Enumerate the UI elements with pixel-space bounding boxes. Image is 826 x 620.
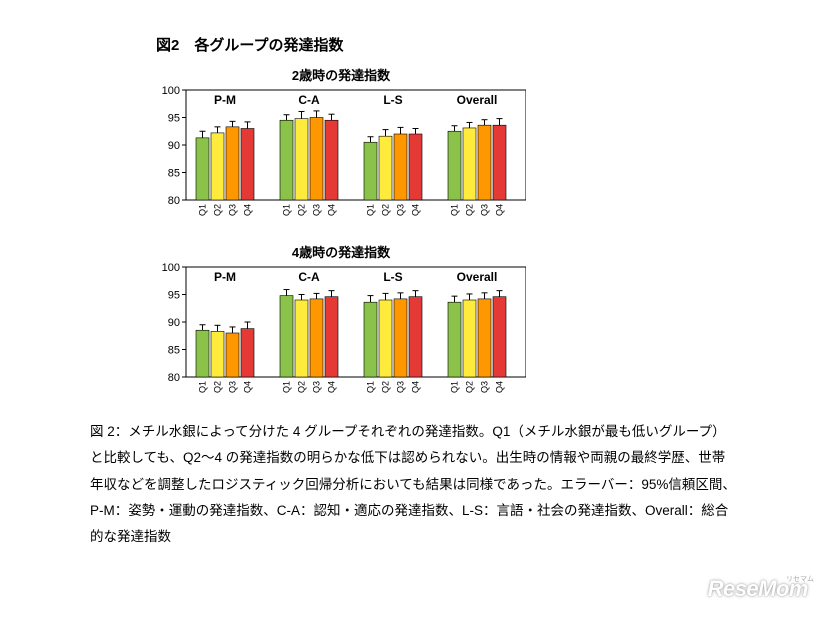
bar bbox=[241, 129, 254, 201]
bar-label: Q1 bbox=[282, 204, 292, 216]
chart-top: 2歳時の発達指数 80 85 90 95 100 P-M Q1 Q2 Q3 Q4 C-A Q1 Q2 Q3… bbox=[156, 65, 736, 226]
group-label: L-S bbox=[383, 270, 402, 284]
group-label: Overall bbox=[457, 93, 498, 107]
bar-label: Q1 bbox=[450, 381, 460, 393]
bar-label: Q3 bbox=[228, 381, 238, 393]
bar bbox=[364, 302, 377, 377]
bar-label: Q1 bbox=[282, 381, 292, 393]
bar bbox=[379, 300, 392, 377]
bar-label: Q4 bbox=[495, 204, 505, 216]
bar-label: Q3 bbox=[312, 204, 322, 216]
chart-top-subtitle: 2歳時の発達指数 bbox=[156, 65, 526, 84]
group-label: P-M bbox=[214, 270, 236, 284]
bar bbox=[325, 297, 338, 377]
bar bbox=[280, 120, 293, 200]
bar bbox=[409, 297, 422, 377]
bar-label: Q2 bbox=[465, 204, 475, 216]
y-tick-label: 80 bbox=[168, 372, 180, 384]
group-label: Overall bbox=[457, 270, 498, 284]
bar bbox=[211, 331, 224, 377]
y-tick-label: 95 bbox=[168, 113, 180, 125]
bar bbox=[493, 125, 506, 200]
figure-title: 図2 各グループの発達指数 bbox=[156, 34, 736, 55]
bar-label: Q4 bbox=[495, 381, 505, 393]
bar-label: Q4 bbox=[243, 381, 253, 393]
figure-caption: 図 2：メチル水銀によって分けた 4 グループそれぞれの発達指数。Q1（メチル水… bbox=[90, 419, 736, 551]
y-tick-label: 85 bbox=[168, 168, 180, 180]
group-label: L-S bbox=[383, 93, 402, 107]
chart-top-svg: 80 85 90 95 100 P-M Q1 Q2 Q3 Q4 C-A Q1 Q2 Q3 Q4 L-S Q1 Q2… bbox=[156, 86, 526, 226]
y-tick-label: 100 bbox=[162, 263, 180, 274]
chart-bottom-subtitle: 4歳時の発達指数 bbox=[156, 242, 526, 261]
bar bbox=[325, 120, 338, 200]
group-label: P-M bbox=[214, 93, 236, 107]
y-tick-label: 90 bbox=[168, 317, 180, 329]
y-tick-label: 80 bbox=[168, 195, 180, 207]
y-tick-label: 100 bbox=[162, 86, 180, 97]
bar-label: Q2 bbox=[213, 204, 223, 216]
bar bbox=[211, 133, 224, 200]
bar-label: Q2 bbox=[465, 381, 475, 393]
bar bbox=[493, 297, 506, 377]
bar-label: Q3 bbox=[396, 204, 406, 216]
bar-label: Q1 bbox=[198, 381, 208, 393]
bar bbox=[295, 119, 308, 200]
bar bbox=[394, 299, 407, 377]
group-label: C-A bbox=[298, 93, 320, 107]
bar bbox=[226, 333, 239, 377]
bar-label: Q2 bbox=[297, 381, 307, 393]
bar-label: Q3 bbox=[228, 204, 238, 216]
bar-label: Q4 bbox=[411, 204, 421, 216]
bar bbox=[478, 299, 491, 377]
bar bbox=[226, 127, 239, 200]
group-label: C-A bbox=[298, 270, 320, 284]
bar-label: Q1 bbox=[198, 204, 208, 216]
bar-label: Q2 bbox=[213, 381, 223, 393]
bar bbox=[364, 142, 377, 200]
bar-label: Q4 bbox=[243, 204, 253, 216]
bar-label: Q1 bbox=[366, 381, 376, 393]
bar-label: Q4 bbox=[411, 381, 421, 393]
bar bbox=[448, 131, 461, 200]
bar bbox=[478, 125, 491, 200]
bar bbox=[310, 299, 323, 377]
bar bbox=[295, 300, 308, 377]
bar-label: Q1 bbox=[450, 204, 460, 216]
bar bbox=[280, 296, 293, 377]
watermark-main: ReseMom bbox=[708, 576, 808, 602]
y-tick-label: 85 bbox=[168, 345, 180, 357]
y-tick-label: 95 bbox=[168, 290, 180, 302]
bar-label: Q3 bbox=[480, 381, 490, 393]
bar bbox=[463, 128, 476, 200]
bar-label: Q3 bbox=[480, 204, 490, 216]
chart-bottom-svg: 80 85 90 95 100 P-M Q1 Q2 Q3 Q4 C-A Q1 Q2 Q3 Q4 L-S Q1 Q2… bbox=[156, 263, 526, 403]
bar bbox=[463, 300, 476, 377]
y-tick-label: 90 bbox=[168, 140, 180, 152]
bar bbox=[448, 302, 461, 377]
bar-label: Q1 bbox=[366, 204, 376, 216]
bar bbox=[379, 136, 392, 200]
bar bbox=[310, 118, 323, 201]
bar-label: Q4 bbox=[327, 204, 337, 216]
bar-label: Q3 bbox=[312, 381, 322, 393]
bar-label: Q2 bbox=[297, 204, 307, 216]
chart-bottom: 4歳時の発達指数 80 85 90 95 100 P-M Q1 Q2 Q3 Q4 C-A Q1 Q2 Q3… bbox=[156, 242, 736, 403]
bar-label: Q2 bbox=[381, 204, 391, 216]
bar bbox=[196, 138, 209, 200]
bar-label: Q2 bbox=[381, 381, 391, 393]
bar bbox=[241, 329, 254, 377]
bar-label: Q3 bbox=[396, 381, 406, 393]
bar-label: Q4 bbox=[327, 381, 337, 393]
bar bbox=[394, 134, 407, 200]
bar bbox=[196, 330, 209, 377]
bar bbox=[409, 134, 422, 200]
